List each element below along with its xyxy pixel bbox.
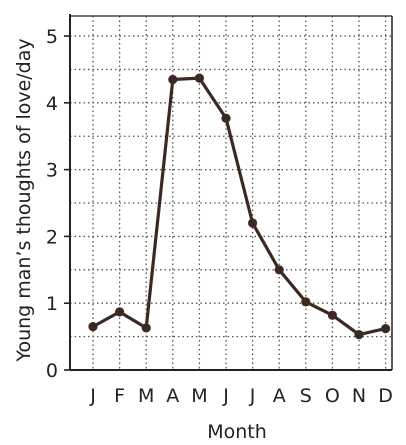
series-layer [88,73,391,340]
x-tick-label: J [249,385,256,407]
x-tick-label: A [166,385,179,407]
data-point [221,113,231,123]
y-tick-label: 5 [46,26,58,48]
data-point [194,73,204,83]
series-line [91,76,388,337]
data-point [88,321,98,332]
data-point [274,265,284,275]
x-tick-label: J [222,385,229,407]
data-point [354,330,364,340]
x-axis-title: Month [207,421,267,443]
y-tick-label: 2 [46,226,58,248]
data-point [381,323,391,334]
x-tick-label: O [325,385,340,407]
x-tick-label: N [352,385,366,407]
x-tick-label: M [191,385,207,407]
x-tick-label: M [138,385,154,407]
axes-layer [64,14,393,371]
x-tick-label: A [273,385,286,407]
grid-layer [70,16,392,370]
data-point [327,310,337,320]
y-tick-label: 4 [46,93,58,115]
data-point [248,218,258,228]
data-point [168,74,178,85]
x-tick-label: S [300,385,312,407]
x-tick-label: J [89,385,96,407]
data-point [141,323,151,333]
x-tick-label: D [378,385,393,407]
y-axis-title: Young man’s thoughts of love/day [13,38,35,362]
y-tick-label: 3 [46,160,58,182]
data-point [301,297,311,307]
x-tick-label: F [114,385,125,407]
y-tick-label: 1 [46,293,58,315]
data-point [115,307,125,317]
y-tick-label: 0 [46,360,58,382]
